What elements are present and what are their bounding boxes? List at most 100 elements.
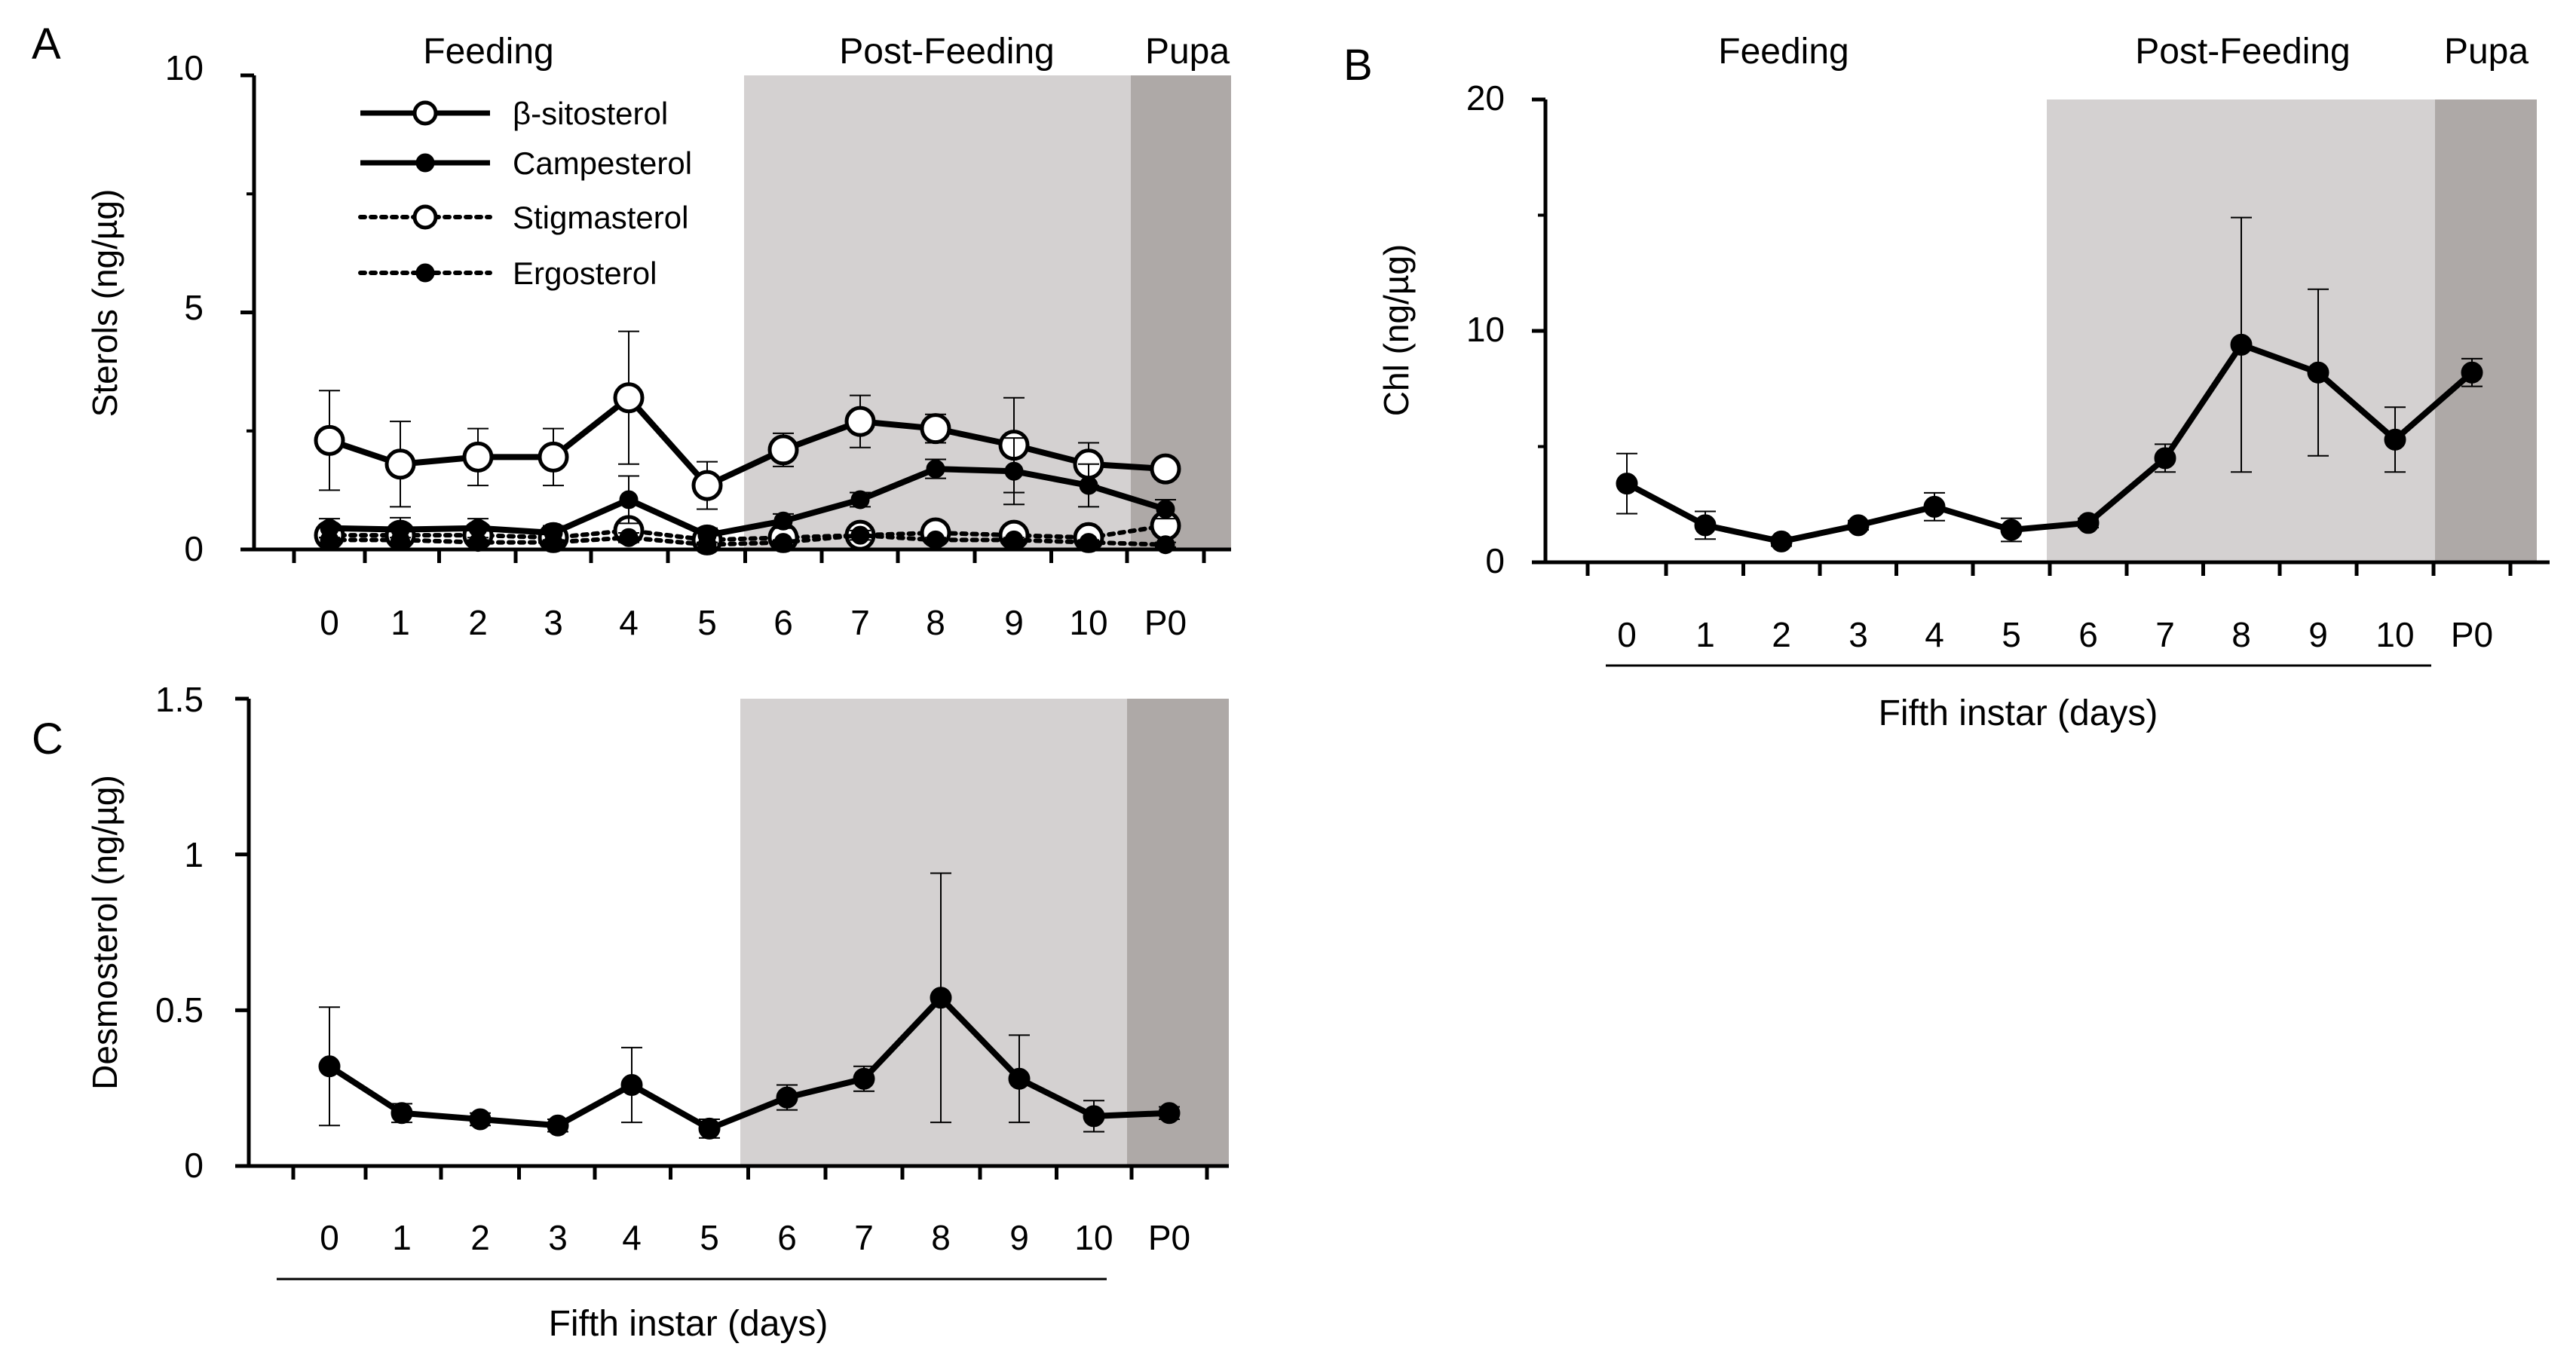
data-point [930,987,952,1009]
y-tick-label: 10 [1466,310,1505,349]
x-tick-label: 9 [2308,615,2328,654]
data-point [698,1117,721,1140]
series-layer [314,330,1181,555]
data-point [1004,530,1024,549]
data-point [853,1067,875,1090]
legend-label: Stigmasterol [513,200,688,235]
x-tick-label: 4 [1925,615,1944,654]
phase-label-pupa: Pupa [2444,32,2529,72]
data-point [1694,514,1717,537]
x-tick-label: 0 [1617,615,1637,654]
panel-letter-a: A [32,20,61,69]
data-point [1770,530,1793,552]
x-tick-label: 1 [1695,615,1715,654]
data-point [391,1102,413,1125]
data-point [544,523,563,543]
x-tick-label: 8 [931,1218,951,1257]
data-point [619,490,639,510]
data-point [1083,1105,1105,1128]
panel-a: A Feeding Post-Feeding Pupa Sterols (ng/… [32,20,1231,642]
x-tick-label: 3 [548,1218,568,1257]
x-tick-label: 5 [700,1218,719,1257]
data-point [1008,1067,1031,1090]
series-line [327,994,1170,1132]
data-point [697,525,717,545]
data-point [2077,512,2100,534]
data-point [538,441,569,473]
x-tick-label: 5 [697,603,717,642]
x-tick-label: 2 [468,603,488,642]
y-axis-label: Desmosterol (ng/µg) [85,775,124,1090]
x-tick-label: 2 [1772,615,1791,654]
panel-c: C Desmosterol (ng/µg) 0 0.5 1 1.5 0 1 2 … [32,680,1229,1344]
pupa-region [2435,99,2537,562]
data-point [1079,476,1098,495]
data-point [384,448,416,480]
data-point [620,1074,643,1097]
series-layer [318,872,1181,1140]
data-point [2461,361,2483,384]
y-tick-labels: 0 5 10 [165,48,204,568]
y-tick-labels: 0 0.5 1 1.5 [155,680,204,1185]
data-point [2154,447,2176,470]
x-tick-label: 2 [470,1218,490,1257]
y-tick-label: 0 [1485,541,1505,580]
data-point [773,511,793,531]
phase-label-pupa: Pupa [1145,32,1230,72]
data-point [926,530,945,549]
data-point [1158,1102,1181,1125]
data-point [1150,453,1181,485]
y-tick-label: 1.5 [155,680,204,719]
legend-item-campesterol: Campesterol [360,145,692,181]
series-campesterol [319,437,1176,545]
x-tick-label: 10 [2375,615,2414,654]
y-tick-label: 0 [184,529,204,568]
post-feeding-region [740,699,1127,1166]
data-point [2307,361,2329,384]
legend-item-beta-sitosterol: β-sitosterol [360,96,668,131]
legend-label: β-sitosterol [513,96,668,131]
data-point [2230,333,2253,356]
x-axis-label: Fifth instar (days) [549,1304,829,1344]
series-desmosterol [318,872,1181,1140]
y-tick-label: 1 [184,835,204,874]
data-point [920,413,951,445]
series-chl [1616,216,2483,552]
data-point [1923,495,1946,518]
x-tick-label: 1 [392,1218,412,1257]
x-tick-label: 0 [320,1218,339,1257]
y-tick-label: 10 [165,48,204,87]
x-tick-label: 9 [1004,603,1024,642]
x-tick-label: 6 [777,1218,797,1257]
x-tick-label: 1 [391,603,410,642]
panel-b: B Feeding Post-Feeding Pupa Chl (ng/µg) … [1343,32,2550,733]
x-tick-label: 3 [544,603,563,642]
x-axis-label: Fifth instar (days) [1879,693,2158,733]
y-axis-label: Chl (ng/µg) [1377,244,1416,416]
x-tick-labels: 0 1 2 3 4 5 6 7 8 9 10 P0 [320,603,1187,642]
data-point [613,382,645,414]
legend-label: Campesterol [513,145,692,181]
x-tick-label: P0 [2451,615,2493,654]
x-tick-label: P0 [1144,603,1187,642]
x-tick-label: 7 [854,1218,874,1257]
x-tick-label: 6 [773,603,793,642]
y-tick-label: 5 [184,288,204,327]
series-line [327,533,1168,547]
data-point [2000,519,2023,541]
data-point [318,1055,341,1078]
legend-label: Ergosterol [513,256,657,291]
data-point [844,406,876,437]
phase-label-feeding: Feeding [423,32,553,72]
legend-item-stigmasterol: Stigmasterol [358,200,688,235]
x-tick-label: 5 [2002,615,2021,654]
data-point [767,434,799,466]
data-point [691,470,723,501]
phase-label-feeding: Feeding [1718,32,1849,72]
pupa-region [1131,75,1231,549]
series-layer [1616,216,2483,552]
x-tick-label: 0 [320,603,339,642]
data-point [1616,473,1638,495]
y-tick-label: 20 [1466,78,1505,118]
